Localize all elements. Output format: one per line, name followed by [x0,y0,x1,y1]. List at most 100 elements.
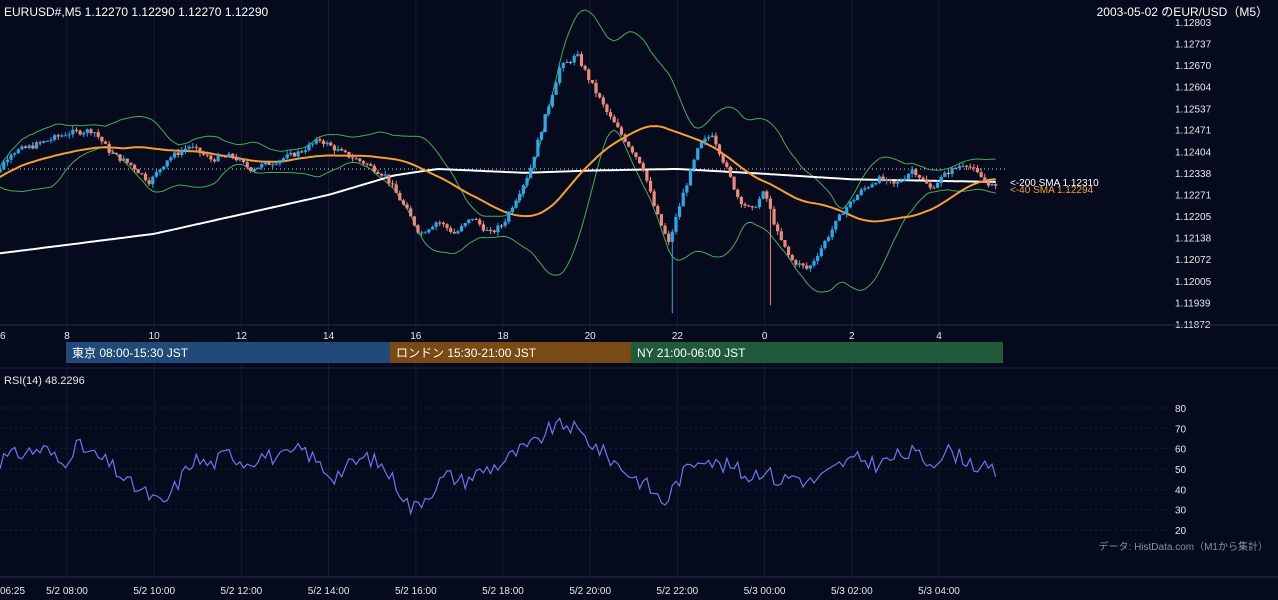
candle-body [812,260,816,266]
candle-body [467,219,471,224]
candle-body [485,229,489,231]
candle-body [151,176,155,185]
candle-body [416,225,420,233]
candle-body [154,172,158,177]
candle-body [587,69,591,80]
candle-body [234,156,238,161]
candle-body [292,152,297,157]
price-tick-label: 1.12338 [1175,169,1212,180]
candle-body [921,177,925,180]
sma200-line [0,167,996,255]
price-tick-label: 1.12072 [1175,255,1212,266]
bollinger-upper-band [0,9,996,217]
candle-body [325,142,329,145]
candle-body [590,79,594,83]
candle-body [529,167,533,179]
candle-body [935,183,940,188]
candle-body [209,155,213,160]
candle-body [383,174,387,176]
candle-body [34,142,39,149]
candle-body [162,166,166,170]
candle-body [972,167,976,169]
vertical-gridlines [66,0,940,577]
candle-body [579,54,584,66]
hour-tick-label: 4 [936,331,942,342]
candle-body [725,162,729,167]
candle-body [532,156,536,168]
candle-body [394,184,398,193]
rsi-tick-label: 20 [1175,526,1187,537]
price-tick-label: 1.12604 [1175,83,1212,94]
candle-body [492,230,496,233]
candle-body [572,56,576,63]
candle-body [714,135,718,145]
candle-body [561,63,565,69]
data-source-note: データ: HistData.com（M1から集計） [1099,540,1268,553]
candle-body [648,180,653,192]
candle-body [187,146,191,149]
candle-body [783,239,787,247]
candle-body [939,176,943,184]
candle-body [380,174,384,176]
candle-body [630,146,634,153]
price-tick-label: 1.11939 [1175,298,1211,309]
candle-body [132,164,137,170]
candle-body [903,178,907,181]
sma200-label: <-200 SMA 1.12310 [1010,178,1099,189]
candle-body [732,176,736,190]
candle-body [0,169,2,173]
candle-body [539,132,544,140]
candle-body [111,152,115,154]
candle-body [852,200,856,202]
time-tick-label: 5/2 16:00 [395,586,437,597]
candle-body [826,237,831,241]
candle-body [776,224,780,232]
candle-body [728,166,733,177]
candle-body [405,204,409,209]
candle-body [60,135,64,137]
candle-body [674,216,678,232]
candle-body [165,160,169,167]
price-axis[interactable]: 1.12803 1.12737 1.12670 1.12604 1.12537 1.124… [1175,18,1212,331]
time-tick-label: 5/3 04:00 [918,586,960,597]
candle-body [848,201,852,208]
candle-body [736,189,740,197]
hour-tick-label: 0 [762,331,768,342]
candle-body [303,150,307,152]
candle-body [510,207,515,213]
price-tick-label: 1.12670 [1175,61,1212,72]
candle-body [692,159,696,170]
candle-body [350,157,355,159]
candle-body [140,173,144,175]
candle-body [278,160,282,164]
hour-tick-label: 16 [410,331,422,342]
candle-body [463,223,467,227]
candle-body [790,254,794,261]
candle-body [125,158,129,163]
candle-body [281,158,286,161]
time-tick-label: 5/2 10:00 [133,586,175,597]
candle-body [42,141,46,143]
price-tick-label: 1.12404 [1175,147,1212,158]
candle-body [558,68,562,83]
candle-body [765,191,769,199]
candle-body [946,172,951,175]
candle-body [870,184,874,188]
candle-body [85,129,89,133]
candle-body [96,132,100,137]
candle-body [227,153,231,157]
candle-body [74,129,79,131]
time-tick-label: 5/3 02:00 [831,586,873,597]
sma200-path [0,167,996,255]
candle-body [318,139,322,141]
candle-body [834,220,838,230]
candle-body [794,260,798,265]
candle-body [478,219,482,225]
candle-body [220,155,224,157]
candle-body [9,154,13,160]
candle-body [332,145,337,151]
candle-body [212,159,217,162]
candle-body [667,233,671,242]
candle-body [365,163,369,165]
